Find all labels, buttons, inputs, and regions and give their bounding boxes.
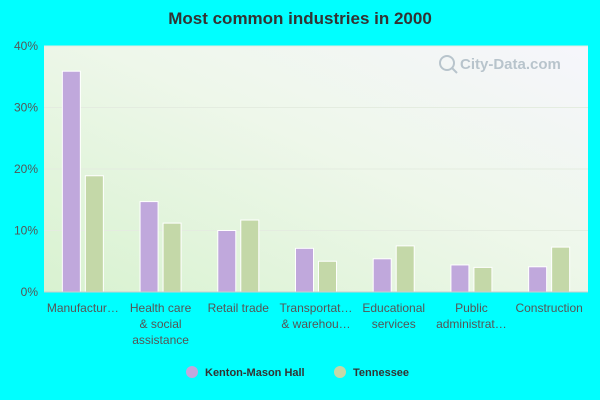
legend: Kenton-Mason Hall Tennessee [186, 366, 409, 379]
bars [44, 70, 588, 293]
bar-series-2 [162, 222, 182, 293]
y-tick-label: 0% [21, 285, 39, 299]
bar-series-2 [318, 260, 337, 293]
category-label: Construction [515, 301, 582, 315]
bar-series-2 [240, 219, 260, 293]
bar-series-2 [84, 175, 104, 293]
y-tick-label: 10% [14, 224, 38, 238]
y-axis-ticks: 0% 10% 20% 30% 40% [14, 39, 38, 299]
legend-swatch [334, 366, 346, 378]
y-tick-label: 20% [14, 162, 38, 176]
y-tick-label: 30% [14, 101, 38, 115]
legend-label: Tennessee [353, 367, 409, 379]
bar-series-2 [473, 266, 493, 293]
category-label: Transportat… & warehou… [280, 301, 353, 331]
legend-label: Kenton-Mason Hall [205, 367, 305, 379]
category-label: Educational services [362, 301, 425, 331]
bar-series-1 [217, 230, 237, 293]
category-label: Health care & social assistance [130, 301, 192, 347]
bar-series-1 [139, 201, 159, 293]
bar-series-2 [551, 246, 571, 293]
watermark: City-Data.com [439, 55, 561, 74]
category-label: Manufactur… [47, 301, 119, 315]
legend-swatch [186, 366, 198, 378]
magnifier-handle [451, 67, 458, 74]
bar-series-1 [295, 247, 314, 293]
bar-series-1 [450, 264, 470, 293]
x-axis-labels: Manufactur… Health care & social assistance… [47, 301, 583, 347]
magnifier-icon [439, 55, 455, 71]
chart-title: Most common industries in 2000 [168, 9, 432, 28]
bar-series-1 [372, 258, 392, 293]
y-tick-label: 40% [14, 39, 38, 53]
watermark-text: City-Data.com [460, 56, 561, 73]
bar-series-1 [61, 70, 81, 293]
bar-series-2 [395, 245, 415, 293]
category-label: Retail trade [208, 301, 270, 315]
category-label: Public administrat… [436, 301, 507, 331]
gridlines [44, 45, 588, 231]
bar-series-1 [528, 266, 548, 293]
